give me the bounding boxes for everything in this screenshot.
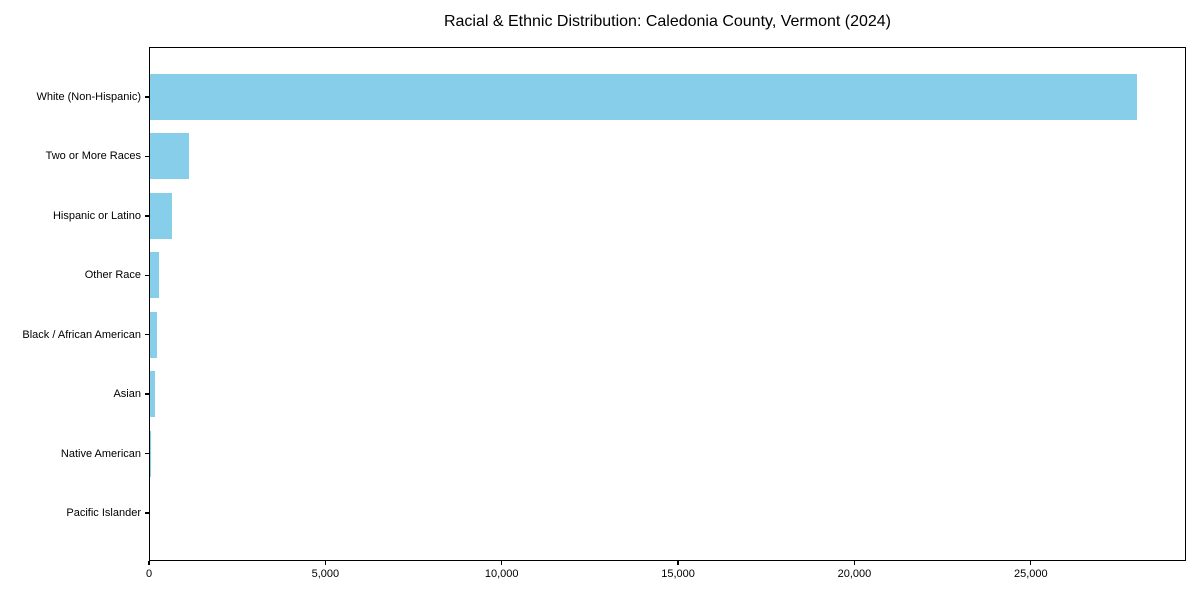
y-axis-tick-mark [145, 274, 149, 276]
y-axis-category-label: Pacific Islander [66, 507, 141, 519]
y-axis-tick-mark [145, 155, 149, 158]
x-axis-tick-mark [1030, 561, 1032, 565]
bar-hispanic-or-latino [150, 192, 172, 239]
y-axis-tick-mark [145, 512, 149, 514]
x-axis-tick-mark [324, 561, 327, 565]
x-axis-tick-label: 10,000 [484, 568, 519, 580]
bar-native-american [150, 430, 151, 477]
bar-two-or-more-races [150, 133, 190, 180]
y-axis-tick-mark [145, 215, 149, 217]
x-axis-tick-label: 15,000 [661, 568, 695, 580]
y-axis-category-label: Hispanic or Latino [52, 209, 141, 222]
y-axis-category-label: Other Race [84, 269, 141, 282]
plot-area [149, 47, 1186, 561]
y-axis-category-label: Asian [113, 388, 141, 401]
chart-title: Racial & Ethnic Distribution: Caledonia … [443, 13, 892, 30]
y-axis-category-label: Black / African American [22, 328, 141, 341]
x-axis-tick-label: 20,000 [837, 568, 872, 580]
bar-asian [150, 371, 155, 418]
x-axis-tick-mark [853, 561, 856, 565]
bar-white-non-hispanic [150, 74, 1137, 120]
x-axis-tick-mark [148, 561, 150, 565]
y-axis-tick-mark [145, 96, 149, 98]
x-axis-tick-label: 25,000 [1013, 568, 1048, 580]
y-axis-tick-mark [145, 452, 149, 455]
y-axis-category-label: White (Non-Hispanic) [36, 91, 141, 103]
x-axis-tick-label: 5,000 [311, 568, 340, 580]
x-axis-tick-mark [677, 561, 679, 565]
x-axis-tick-label: 0 [145, 568, 153, 580]
bar-black-african-american [150, 311, 158, 358]
x-axis-tick-mark [501, 561, 503, 565]
bar-other-race [150, 252, 160, 299]
y-axis-tick-mark [145, 393, 149, 395]
y-axis-category-label: Two or More Races [45, 150, 141, 163]
y-axis-tick-mark [145, 334, 149, 336]
y-axis-category-label: Native American [60, 447, 141, 460]
